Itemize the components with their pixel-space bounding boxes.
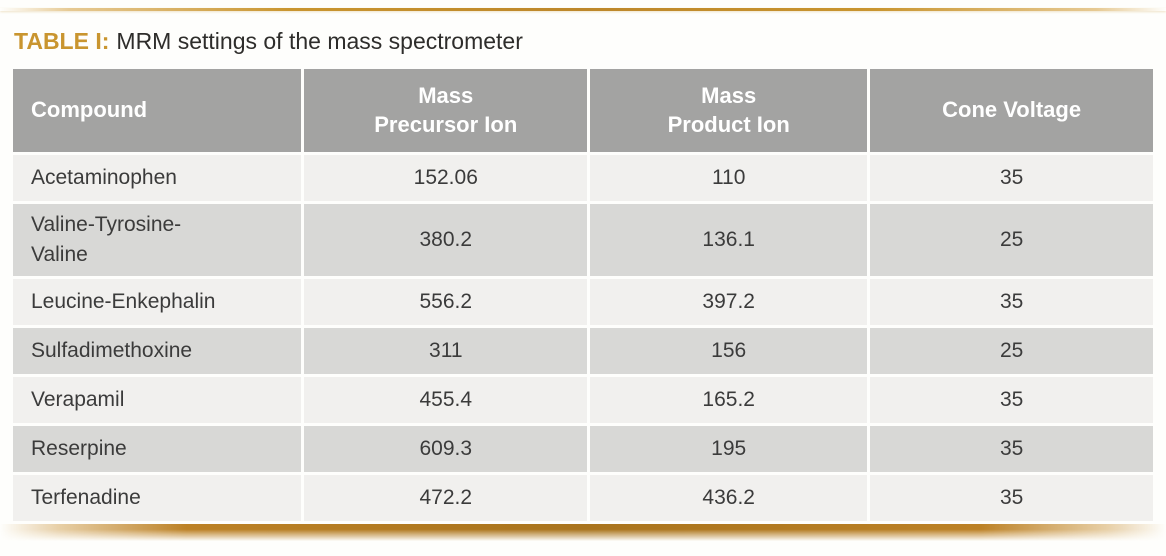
- cell-compound: Reserpine: [13, 425, 302, 472]
- cell-cone-voltage: 35: [870, 474, 1153, 521]
- cell-precursor-ion: 556.2: [304, 278, 588, 325]
- table-row: Reserpine 609.3 195 35: [13, 425, 1153, 472]
- cell-compound: Leucine-Enkephalin: [13, 278, 302, 325]
- bottom-gold-rule: [0, 523, 1166, 542]
- table-row: Verapamil 455.4 165.2 35: [13, 376, 1153, 423]
- cell-compound: Valine-Tyrosine- Valine: [13, 204, 302, 276]
- column-header-mass-product-ion: Mass Product Ion: [590, 69, 868, 153]
- top-gold-rule: [0, 8, 1166, 11]
- column-header-mass-precursor-ion: Mass Precursor Ion: [304, 69, 588, 153]
- cell-compound: Acetaminophen: [13, 155, 302, 202]
- table-caption-text: MRM settings of the mass spectrometer: [116, 28, 523, 54]
- cell-precursor-ion: 311: [304, 327, 588, 374]
- cell-cone-voltage: 35: [870, 155, 1153, 202]
- cell-product-ion: 397.2: [590, 278, 868, 325]
- header-row: Compound Mass Precursor Ion Mass Product…: [13, 69, 1153, 153]
- cell-compound: Terfenadine: [13, 474, 302, 521]
- table-row: Terfenadine 472.2 436.2 35: [13, 474, 1153, 521]
- cell-cone-voltage: 35: [870, 278, 1153, 325]
- cell-cone-voltage: 35: [870, 376, 1153, 423]
- cell-precursor-ion: 455.4: [304, 376, 588, 423]
- cell-cone-voltage: 25: [870, 327, 1153, 374]
- cell-product-ion: 165.2: [590, 376, 868, 423]
- table-caption: TABLE I: MRM settings of the mass spectro…: [14, 26, 1152, 57]
- cell-product-ion: 156: [590, 327, 868, 374]
- table-row: Sulfadimethoxine 311 156 25: [13, 327, 1153, 374]
- cell-cone-voltage: 35: [870, 425, 1153, 472]
- cell-precursor-ion: 380.2: [304, 204, 588, 276]
- cell-product-ion: 136.1: [590, 204, 868, 276]
- column-header-cone-voltage: Cone Voltage: [870, 69, 1153, 153]
- cell-product-ion: 436.2: [590, 474, 868, 521]
- cell-product-ion: 110: [590, 155, 868, 202]
- cell-precursor-ion: 609.3: [304, 425, 588, 472]
- cell-product-ion: 195: [590, 425, 868, 472]
- cell-compound: Sulfadimethoxine: [13, 327, 302, 374]
- cell-precursor-ion: 152.06: [304, 155, 588, 202]
- table-row: Leucine-Enkephalin 556.2 397.2 35: [13, 278, 1153, 325]
- table-row: Acetaminophen 152.06 110 35: [13, 155, 1153, 202]
- table-caption-label: TABLE I:: [14, 28, 110, 54]
- column-header-compound: Compound: [13, 69, 302, 153]
- table-row: Valine-Tyrosine- Valine 380.2 136.1 25: [13, 204, 1153, 276]
- cell-compound: Verapamil: [13, 376, 302, 423]
- mrm-settings-table: Compound Mass Precursor Ion Mass Product…: [10, 66, 1156, 524]
- cell-precursor-ion: 472.2: [304, 474, 588, 521]
- cell-cone-voltage: 25: [870, 204, 1153, 276]
